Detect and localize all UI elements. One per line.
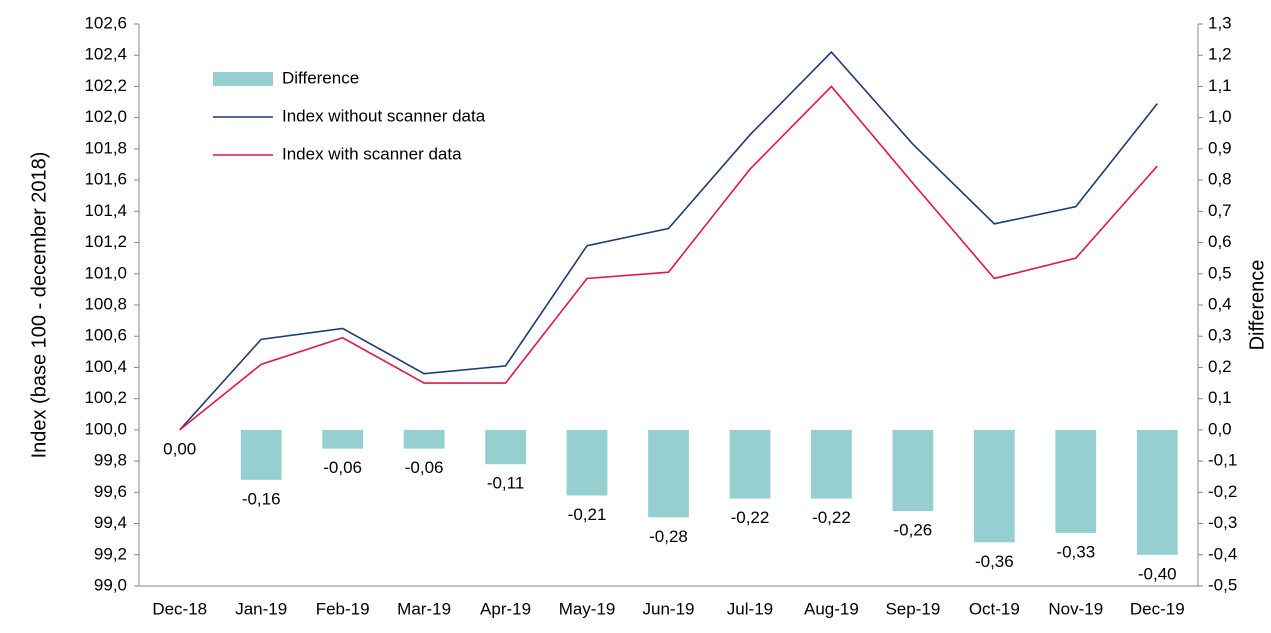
y-tick-label: 102,2 xyxy=(84,76,127,95)
line xyxy=(179,85,1158,431)
y-tick-label: 99,6 xyxy=(94,482,127,501)
x-tick-label: Apr-19 xyxy=(480,599,531,618)
y2-tick-label: 0,9 xyxy=(1208,138,1232,157)
y2-tick-label: 0,4 xyxy=(1208,294,1232,313)
data-label: -0,21 xyxy=(568,505,607,524)
y-tick-label: 100,4 xyxy=(84,357,127,376)
bar xyxy=(240,429,282,480)
legend-label: Index without scanner data xyxy=(282,106,486,125)
x-tick-label: Oct-19 xyxy=(969,599,1020,618)
legend-swatch xyxy=(213,72,273,86)
x-tick-label: May-19 xyxy=(559,599,616,618)
y-tick-label: 100,0 xyxy=(84,419,127,438)
bar xyxy=(729,429,771,499)
x-tick-label: Dec-19 xyxy=(1130,599,1185,618)
y-tick-label: 99,4 xyxy=(94,513,127,532)
y-tick-label: 101,8 xyxy=(84,138,127,157)
y2-tick-label: 0,0 xyxy=(1208,419,1232,438)
bar xyxy=(403,429,445,449)
y2-tick-label: 0,3 xyxy=(1208,326,1232,345)
bar xyxy=(973,429,1015,543)
bar xyxy=(892,429,934,512)
x-tick-label: Feb-19 xyxy=(316,599,370,618)
bar xyxy=(1055,429,1097,533)
y2-tick-label: 0,7 xyxy=(1208,201,1232,220)
data-label: -0,22 xyxy=(812,508,851,527)
x-tick-label: Sep-19 xyxy=(885,599,940,618)
y2-tick-label: -0,5 xyxy=(1208,575,1237,594)
y-tick-label: 102,0 xyxy=(84,107,127,126)
y-tick-label: 100,8 xyxy=(84,294,127,313)
y2-tick-label: 0,6 xyxy=(1208,232,1232,251)
y2-tick-label: 0,5 xyxy=(1208,263,1232,282)
data-label: -0,06 xyxy=(405,458,444,477)
x-tick-label: Aug-19 xyxy=(804,599,859,618)
y-tick-label: 99,0 xyxy=(94,575,127,594)
y-tick-label: 101,0 xyxy=(84,263,127,282)
y-tick-label: 100,6 xyxy=(84,326,127,345)
line xyxy=(179,50,1158,431)
y-tick-label: 102,6 xyxy=(84,13,127,32)
data-label: -0,16 xyxy=(242,489,281,508)
y2-tick-label: 0,2 xyxy=(1208,357,1232,376)
x-tick-label: Jul-19 xyxy=(727,599,773,618)
data-label: -0,26 xyxy=(894,521,933,540)
data-label: -0,40 xyxy=(1138,564,1177,583)
y2-tick-label: 1,3 xyxy=(1208,13,1232,32)
y-tick-label: 101,6 xyxy=(84,170,127,189)
x-tick-label: Jan-19 xyxy=(235,599,287,618)
bar xyxy=(322,429,364,449)
data-label: 0,00 xyxy=(163,439,196,458)
x-tick-label: Jun-19 xyxy=(643,599,695,618)
y-tick-label: 99,8 xyxy=(94,451,127,470)
y2-tick-label: -0,4 xyxy=(1208,544,1237,563)
bar xyxy=(1136,429,1178,555)
data-label: -0,06 xyxy=(323,458,362,477)
bar xyxy=(648,429,689,518)
y-tick-label: 99,2 xyxy=(94,544,127,563)
y-tick-label: 101,4 xyxy=(84,201,127,220)
data-label: -0,28 xyxy=(649,527,688,546)
bar xyxy=(485,429,526,465)
y-axis-label: Index (base 100 - december 2018) xyxy=(28,152,50,459)
data-label: -0,11 xyxy=(487,474,525,493)
y2-tick-label: -0,3 xyxy=(1208,513,1237,532)
y2-tick-label: 1,2 xyxy=(1208,45,1232,64)
y-tick-label: 101,2 xyxy=(84,232,127,251)
bar xyxy=(811,429,852,499)
y-tick-label: 102,4 xyxy=(84,45,127,64)
y2-tick-label: 1,1 xyxy=(1208,76,1232,95)
y-tick-label: 100,2 xyxy=(84,388,127,407)
legend-label: Index with scanner data xyxy=(282,144,462,163)
legend-label: Difference xyxy=(282,68,359,87)
data-label: -0,36 xyxy=(975,552,1014,571)
bar xyxy=(566,429,608,496)
y2-axis-label: Difference xyxy=(1246,260,1268,351)
y2-tick-label: 0,8 xyxy=(1208,170,1232,189)
x-tick-label: Nov-19 xyxy=(1048,599,1103,618)
y2-tick-label: 1,0 xyxy=(1208,107,1232,126)
x-tick-label: Mar-19 xyxy=(397,599,451,618)
x-tick-label: Dec-18 xyxy=(152,599,207,618)
y2-tick-label: -0,1 xyxy=(1208,451,1237,470)
y2-tick-label: 0,1 xyxy=(1208,388,1232,407)
y2-tick-label: -0,2 xyxy=(1208,482,1237,501)
data-label: -0,33 xyxy=(1056,542,1095,561)
data-label: -0,22 xyxy=(731,508,770,527)
